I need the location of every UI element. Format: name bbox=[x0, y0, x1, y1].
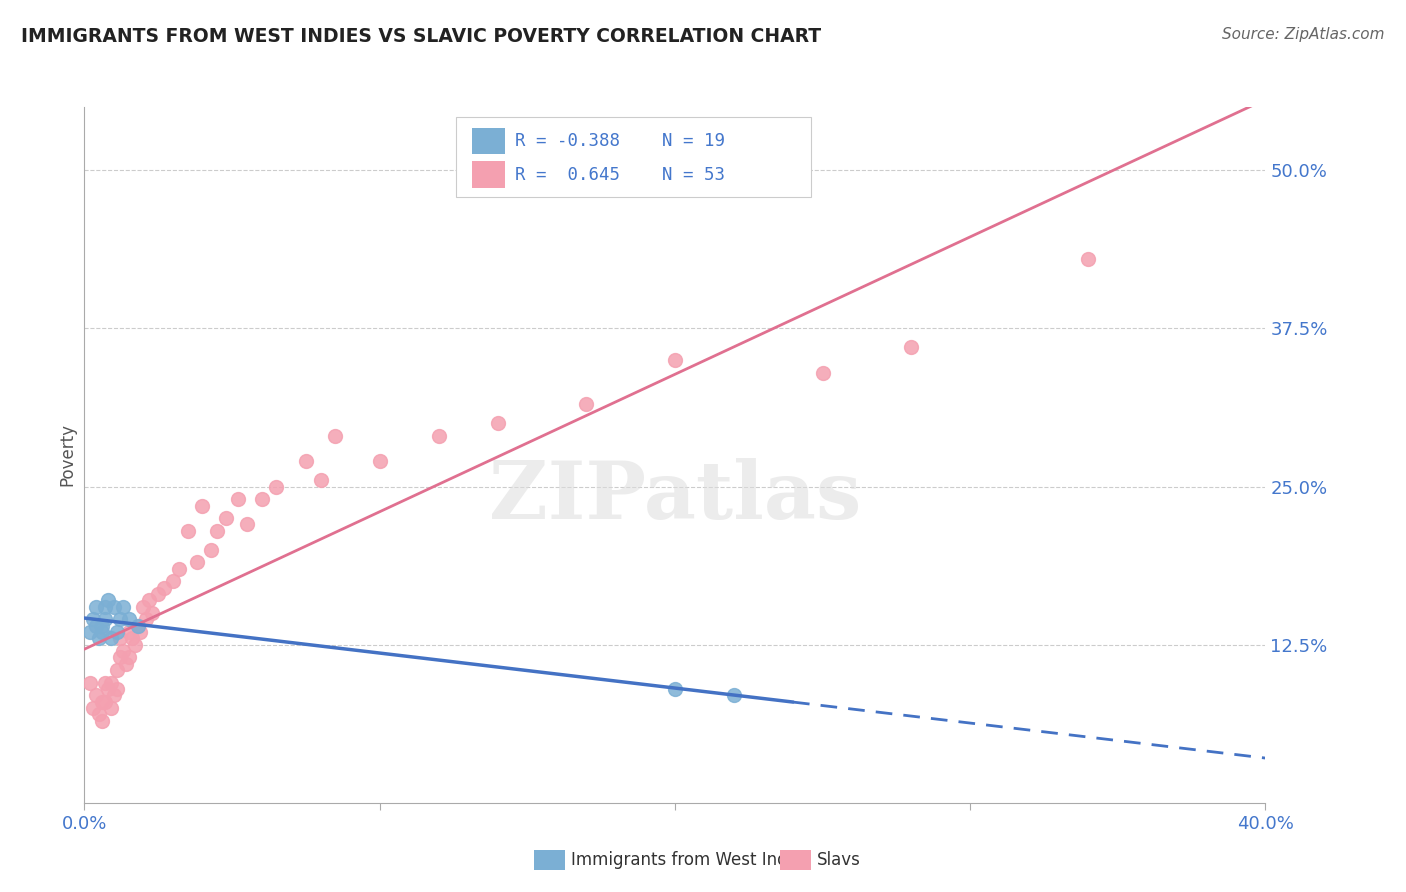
Point bbox=[162, 574, 184, 589]
Point bbox=[84, 688, 107, 702]
Point bbox=[79, 625, 101, 640]
Text: ZIPatlas: ZIPatlas bbox=[489, 458, 860, 536]
Point bbox=[97, 681, 120, 696]
Point bbox=[100, 701, 122, 715]
Text: IMMIGRANTS FROM WEST INDIES VS SLAVIC POVERTY CORRELATION CHART: IMMIGRANTS FROM WEST INDIES VS SLAVIC PO… bbox=[21, 27, 821, 45]
Point bbox=[200, 542, 222, 557]
Point bbox=[111, 599, 134, 614]
Point bbox=[108, 632, 131, 646]
Point bbox=[105, 663, 128, 677]
Point bbox=[121, 632, 143, 646]
Point bbox=[153, 581, 176, 595]
Point bbox=[575, 397, 598, 411]
Point bbox=[486, 417, 509, 431]
Point bbox=[91, 714, 114, 728]
Point bbox=[103, 599, 125, 614]
Point bbox=[114, 657, 136, 671]
Point bbox=[723, 688, 745, 702]
Point bbox=[664, 681, 686, 696]
Point bbox=[87, 632, 111, 646]
Point bbox=[103, 688, 125, 702]
Point bbox=[226, 492, 249, 507]
Point bbox=[177, 524, 200, 538]
Point bbox=[124, 638, 146, 652]
Point bbox=[138, 593, 160, 607]
Point bbox=[118, 612, 141, 626]
Point bbox=[91, 695, 114, 709]
Point bbox=[427, 429, 450, 443]
Point bbox=[368, 454, 391, 468]
Point bbox=[105, 681, 128, 696]
Y-axis label: Poverty: Poverty bbox=[58, 424, 76, 486]
Point bbox=[118, 650, 141, 665]
Point bbox=[191, 499, 214, 513]
Point bbox=[111, 644, 134, 658]
Point bbox=[264, 479, 288, 493]
Text: Immigrants from West Indies: Immigrants from West Indies bbox=[571, 851, 811, 869]
Point bbox=[108, 650, 131, 665]
Point bbox=[127, 618, 149, 632]
Bar bbox=[472, 161, 505, 187]
Point bbox=[84, 618, 107, 632]
Point bbox=[79, 675, 101, 690]
Point bbox=[82, 701, 104, 715]
Text: R = -0.388    N = 19: R = -0.388 N = 19 bbox=[516, 132, 725, 150]
Text: Source: ZipAtlas.com: Source: ZipAtlas.com bbox=[1222, 27, 1385, 42]
Point bbox=[87, 707, 111, 722]
Text: Slavs: Slavs bbox=[817, 851, 860, 869]
Bar bbox=[457, 118, 811, 197]
Point bbox=[97, 593, 120, 607]
Point bbox=[295, 454, 318, 468]
Point bbox=[127, 618, 149, 632]
Point bbox=[323, 429, 347, 443]
Point bbox=[105, 625, 128, 640]
Point bbox=[100, 632, 122, 646]
Point bbox=[186, 556, 208, 570]
Point bbox=[94, 675, 117, 690]
Point bbox=[94, 612, 117, 626]
Point bbox=[309, 473, 332, 487]
Point bbox=[129, 625, 152, 640]
Point bbox=[108, 612, 131, 626]
Point bbox=[811, 366, 834, 380]
Point bbox=[664, 353, 686, 368]
Point bbox=[94, 695, 117, 709]
Point bbox=[215, 511, 238, 525]
Point bbox=[118, 625, 141, 640]
Point bbox=[235, 517, 259, 532]
Point bbox=[100, 675, 122, 690]
Point bbox=[94, 599, 117, 614]
Point bbox=[900, 340, 922, 354]
Point bbox=[84, 599, 107, 614]
Point bbox=[91, 618, 114, 632]
Text: R =  0.645    N = 53: R = 0.645 N = 53 bbox=[516, 166, 725, 184]
Point bbox=[135, 612, 157, 626]
Bar bbox=[472, 128, 505, 154]
Point bbox=[205, 524, 228, 538]
Point bbox=[132, 599, 155, 614]
Point bbox=[141, 606, 163, 620]
Point bbox=[91, 625, 114, 640]
Point bbox=[148, 587, 170, 601]
Point bbox=[82, 612, 104, 626]
Point bbox=[1077, 252, 1099, 266]
Point bbox=[250, 492, 273, 507]
Point bbox=[167, 562, 190, 576]
